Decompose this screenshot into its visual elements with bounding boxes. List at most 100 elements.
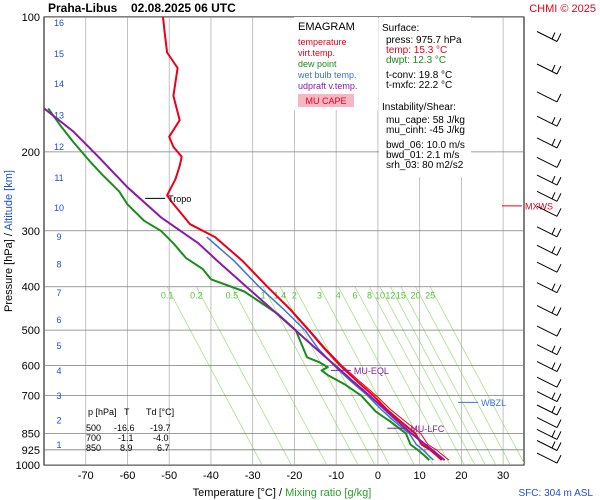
pressure-tick-label: 100 <box>22 12 40 24</box>
x-tick-label: -40 <box>203 470 219 482</box>
pressure-tick-label: 850 <box>22 428 40 440</box>
pressure-tick-label: 500 <box>22 325 40 337</box>
mu-cinh-value: mu_cinh: -45 J/kg <box>386 125 465 136</box>
wind-barb-flag <box>551 306 556 314</box>
wind-barb-flag <box>551 441 556 449</box>
virtual-temperature-line <box>214 236 450 461</box>
table-cell: 6.7 <box>157 443 170 453</box>
table-header-t: T <box>124 407 130 417</box>
wind-barb <box>536 244 562 256</box>
wind-barb-staff <box>536 440 558 451</box>
wind-barb-flag <box>556 284 562 293</box>
altitude-tick-label: 15 <box>54 49 64 59</box>
surface-pressure: press: 975.7 hPa <box>386 35 462 46</box>
wind-barb-flag <box>551 345 556 353</box>
surface-title: Surface: <box>382 23 419 34</box>
wind-barb <box>536 190 562 202</box>
wind-barb-flag <box>556 307 562 316</box>
altitude-tick-label: 11 <box>54 173 63 183</box>
x-tick-label: 30 <box>497 470 509 482</box>
altitude-tick-label: 10 <box>54 203 64 213</box>
wind-barb-flag <box>556 454 562 464</box>
wind-barb <box>536 31 562 42</box>
mixing-ratio-label: 20 <box>410 291 420 301</box>
wind-barb <box>536 205 562 217</box>
mixing-ratio-line <box>354 286 451 465</box>
table-cell: 850 <box>86 443 101 453</box>
mixing-ratio-line <box>166 286 263 465</box>
wind-barb-flag <box>556 65 562 75</box>
mixing-ratio-line <box>337 286 434 465</box>
wind-barb-staff <box>536 190 558 202</box>
wind-barb-flag <box>556 33 562 42</box>
mixing-ratio-line <box>231 286 328 465</box>
wind-barb-flag <box>556 263 562 273</box>
wind-barb-flag <box>551 138 556 146</box>
wind-barb <box>536 417 562 429</box>
wind-barb-flag <box>551 32 556 40</box>
mixing-ratio-label: 25 <box>425 291 435 301</box>
mixing-ratio-line <box>294 286 390 465</box>
wind-barb <box>536 440 562 451</box>
wind-barb-staff <box>536 91 558 103</box>
legend-virtual-temperature: virt.temp. <box>298 48 335 58</box>
wind-barb-flag <box>556 327 562 337</box>
wind-barb-flag <box>556 159 562 168</box>
t-mxfc-value: t-mxfc: 22.2 °C <box>386 80 452 91</box>
legend-title: EMAGRAM <box>298 21 355 33</box>
wind-barb-staff <box>536 305 558 317</box>
wind-barb-staff <box>536 452 558 464</box>
wind-barb <box>536 261 562 273</box>
mixing-ratio-line <box>429 286 524 464</box>
wind-barb-flag <box>556 406 562 416</box>
table-cell: -4.0 <box>153 433 169 443</box>
mixing-ratio-label: 15 <box>396 291 406 301</box>
wind-barb <box>536 404 562 416</box>
x-tick-label: -30 <box>245 470 261 482</box>
wind-barb-staff <box>536 417 558 429</box>
wind-barb-staff <box>536 115 558 127</box>
mixing-ratio-label: 0.2 <box>190 291 203 301</box>
level-label: MU-EQL <box>354 366 389 376</box>
altitude-tick-label: 13 <box>54 111 64 121</box>
mixing-ratio-label: 8 <box>367 291 372 301</box>
wind-barb-flag <box>556 228 562 238</box>
surface-elevation-label: SFC: 304 m ASL <box>519 488 594 499</box>
wind-barb-flag <box>556 431 562 440</box>
instability-title: Instability/Shear: <box>382 102 456 113</box>
wind-barb <box>536 325 562 337</box>
wind-barb-flag <box>556 419 562 428</box>
level-label: Tropo <box>168 194 191 204</box>
table-cell: -16.6 <box>114 423 135 433</box>
wind-barb-staff <box>536 376 558 388</box>
wind-barb-staff <box>536 137 558 149</box>
wind-barb-flag <box>551 392 556 400</box>
wind-barb-flag <box>556 139 562 149</box>
wind-barb-staff <box>536 361 558 373</box>
wind-barb-staff <box>536 404 558 416</box>
credit-label: CHMI © 2025 <box>529 3 596 15</box>
mixing-ratio-line <box>369 286 465 465</box>
table-cell: -1.1 <box>118 433 134 443</box>
table-header-td: Td [°C] <box>146 407 174 417</box>
altitude-tick-label: 16 <box>54 18 64 28</box>
altitude-tick-label: 2 <box>56 415 61 425</box>
mixing-ratio-label: 10 <box>375 291 385 301</box>
legend-dew-point: dew point <box>298 59 337 69</box>
wind-barb-staff <box>536 226 558 238</box>
wind-barb <box>536 91 562 103</box>
mixing-ratio-label: 12 <box>385 291 395 301</box>
wind-barb-staff <box>536 282 558 294</box>
altitude-tick-label: 5 <box>56 341 61 351</box>
mixing-ratio-label: 1.4 <box>274 291 287 301</box>
wind-barb <box>536 452 562 464</box>
wind-barb <box>536 63 562 75</box>
mixing-ratio-line <box>415 286 511 465</box>
mixing-ratio-label: 6 <box>352 291 357 301</box>
pressure-tick-label: 1000 <box>16 460 40 472</box>
altitude-tick-label: 6 <box>56 315 61 325</box>
station-title: Praha-Libus <box>48 1 118 15</box>
wind-barb-flag <box>551 192 556 200</box>
wind-barb-staff <box>536 244 558 256</box>
cape-badge <box>298 94 354 107</box>
